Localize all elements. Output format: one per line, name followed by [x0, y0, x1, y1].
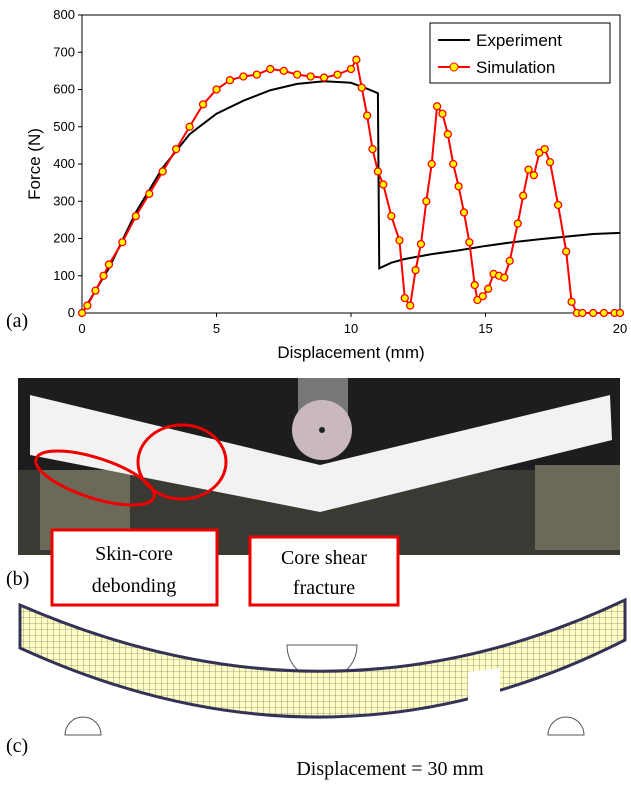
marker	[562, 247, 571, 256]
legend-label: Experiment	[476, 31, 562, 50]
marker	[478, 292, 487, 301]
y-tick-label: 500	[53, 119, 75, 134]
y-tick-label: 300	[53, 193, 75, 208]
photo	[18, 378, 620, 607]
marker	[449, 159, 458, 169]
marker	[484, 284, 493, 293]
panel-label: (b)	[6, 568, 29, 590]
marker	[346, 64, 356, 74]
marker	[432, 102, 442, 111]
callout-line: debonding	[92, 575, 176, 597]
marker	[357, 83, 366, 92]
marker	[279, 66, 288, 76]
marker	[524, 165, 533, 174]
marker	[306, 72, 315, 81]
marker	[422, 197, 431, 206]
marker	[373, 167, 383, 176]
marker	[145, 189, 154, 198]
legend-label: Simulation	[476, 58, 555, 77]
callout-line: fracture	[293, 577, 355, 599]
y-tick-label: 600	[53, 82, 75, 97]
marker	[505, 256, 514, 266]
y-tick-label: 400	[53, 156, 75, 171]
marker	[198, 100, 208, 109]
marker	[185, 122, 194, 131]
x-tick-label: 20	[613, 321, 627, 336]
x-axis-label: Displacement (mm)	[277, 343, 424, 362]
marker	[454, 182, 463, 191]
caption: Displacement = 30 mm	[296, 758, 484, 780]
legend-marker	[449, 62, 459, 72]
panel-label: (a)	[6, 310, 28, 332]
marker	[266, 64, 275, 74]
marker	[470, 280, 479, 290]
marker	[293, 70, 302, 79]
callout-line: Skin-core	[95, 543, 173, 565]
marker	[171, 144, 181, 154]
y-tick-label: 0	[68, 305, 75, 320]
y-tick-label: 800	[53, 7, 75, 22]
marker	[83, 301, 92, 310]
x-tick-label: 5	[213, 321, 220, 336]
y-tick-label: 100	[53, 268, 75, 283]
marker	[411, 266, 420, 275]
marker	[459, 208, 469, 217]
marker	[379, 180, 388, 189]
marker	[91, 286, 100, 295]
marker	[239, 72, 248, 81]
marker	[529, 171, 539, 180]
x-tick-label: 15	[478, 321, 492, 336]
marker	[615, 308, 625, 318]
marker	[118, 238, 127, 247]
marker	[567, 297, 576, 306]
series-line	[81, 80, 621, 314]
marker	[540, 144, 549, 154]
y-axis-label: Force (N)	[25, 128, 44, 200]
series-line	[81, 56, 620, 314]
marker	[333, 70, 342, 79]
callout-line: Core shear	[281, 547, 367, 569]
marker	[553, 200, 563, 210]
x-tick-label: 0	[78, 321, 85, 336]
marker	[387, 211, 396, 221]
marker	[438, 109, 447, 118]
marker	[252, 70, 262, 79]
y-tick-label: 200	[53, 231, 75, 246]
marker	[588, 308, 598, 318]
marker	[99, 271, 108, 280]
marker	[545, 157, 555, 167]
marker	[104, 260, 114, 269]
marker	[519, 191, 528, 200]
marker	[416, 239, 426, 249]
fe-mesh	[18, 597, 627, 736]
marker	[443, 130, 452, 139]
marker	[465, 238, 474, 247]
y-tick-label: 700	[53, 44, 75, 59]
marker	[427, 159, 436, 169]
marker	[406, 301, 415, 310]
marker	[599, 308, 609, 318]
marker	[352, 55, 361, 64]
marker	[225, 76, 235, 85]
marker	[77, 308, 87, 318]
marker	[212, 85, 221, 94]
x-tick-label: 10	[344, 321, 358, 336]
marker	[158, 167, 167, 176]
legend-box	[429, 22, 611, 84]
marker	[513, 219, 522, 228]
marker	[578, 308, 587, 318]
marker	[400, 293, 409, 303]
marker	[319, 73, 329, 82]
marker	[362, 111, 372, 120]
marker	[395, 236, 404, 245]
marker	[500, 273, 509, 282]
marker	[131, 211, 140, 221]
panel-label: (c)	[6, 735, 28, 757]
marker	[368, 144, 377, 154]
